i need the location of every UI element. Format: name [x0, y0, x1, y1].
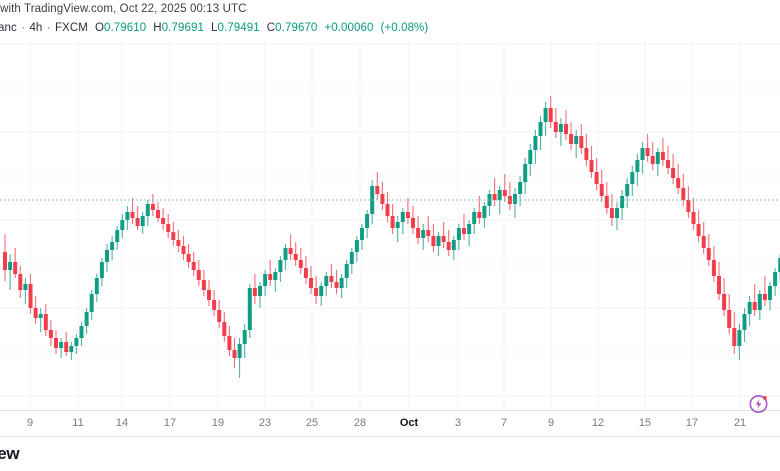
x-axis-tick: Oct [399, 417, 419, 429]
x-axis-tick: 19 [211, 417, 225, 429]
replay-lightning-icon[interactable] [748, 393, 769, 414]
x-axis-tick: 9 [26, 417, 34, 429]
symbol-name[interactable]: ss Franc [0, 22, 17, 34]
change-percent: (+0.08%) [380, 22, 429, 34]
separator-2: · [43, 22, 54, 34]
bottom-toolbar[interactable] [0, 436, 780, 471]
high-label: H [153, 22, 162, 34]
candlestick-series[interactable] [0, 38, 780, 410]
symbol-legend[interactable]: ss Franc · 4h · FXCMO0.79610H0.79691L0.7… [0, 22, 428, 34]
separator-1: · [17, 22, 29, 34]
exchange-label[interactable]: FXCM [54, 22, 88, 34]
x-axis[interactable]: 9 11 14 17 19 23 25 28 Oct 3 7 9 12 15 17 21 [0, 410, 780, 437]
open-value: 0.79610 [104, 22, 147, 34]
x-axis-tick: 15 [638, 417, 652, 429]
x-axis-tick: 21 [733, 417, 747, 429]
low-label: L [210, 22, 218, 34]
x-axis-tick: 17 [685, 417, 699, 429]
close-label: C [266, 22, 276, 34]
x-axis-tick: 25 [305, 417, 319, 429]
close-value: 0.79670 [275, 22, 318, 34]
x-axis-tick: 23 [258, 417, 272, 429]
x-axis-tick: 11 [72, 417, 84, 429]
x-axis-tick: 14 [115, 417, 129, 429]
x-axis-tick: 9 [547, 417, 555, 429]
interval-label[interactable]: 4h [29, 22, 43, 34]
high-value: 0.79691 [161, 22, 204, 34]
change-value: +0.00060 [324, 22, 374, 34]
credit-text: ated with TradingView.com, Oct 22, 2025 … [0, 3, 247, 15]
plot-area[interactable] [0, 38, 780, 410]
x-axis-tick: 7 [500, 417, 508, 429]
current-price-line [0, 199, 780, 201]
tradingview-logo[interactable]: gView [0, 444, 20, 463]
open-label: O [94, 22, 104, 34]
x-axis-tick: 17 [163, 417, 177, 429]
x-axis-tick: 28 [353, 417, 367, 429]
x-axis-tick: 3 [454, 417, 462, 429]
grid-lines [0, 38, 780, 410]
x-axis-tick: 12 [591, 417, 605, 429]
low-value: 0.79491 [217, 22, 260, 34]
